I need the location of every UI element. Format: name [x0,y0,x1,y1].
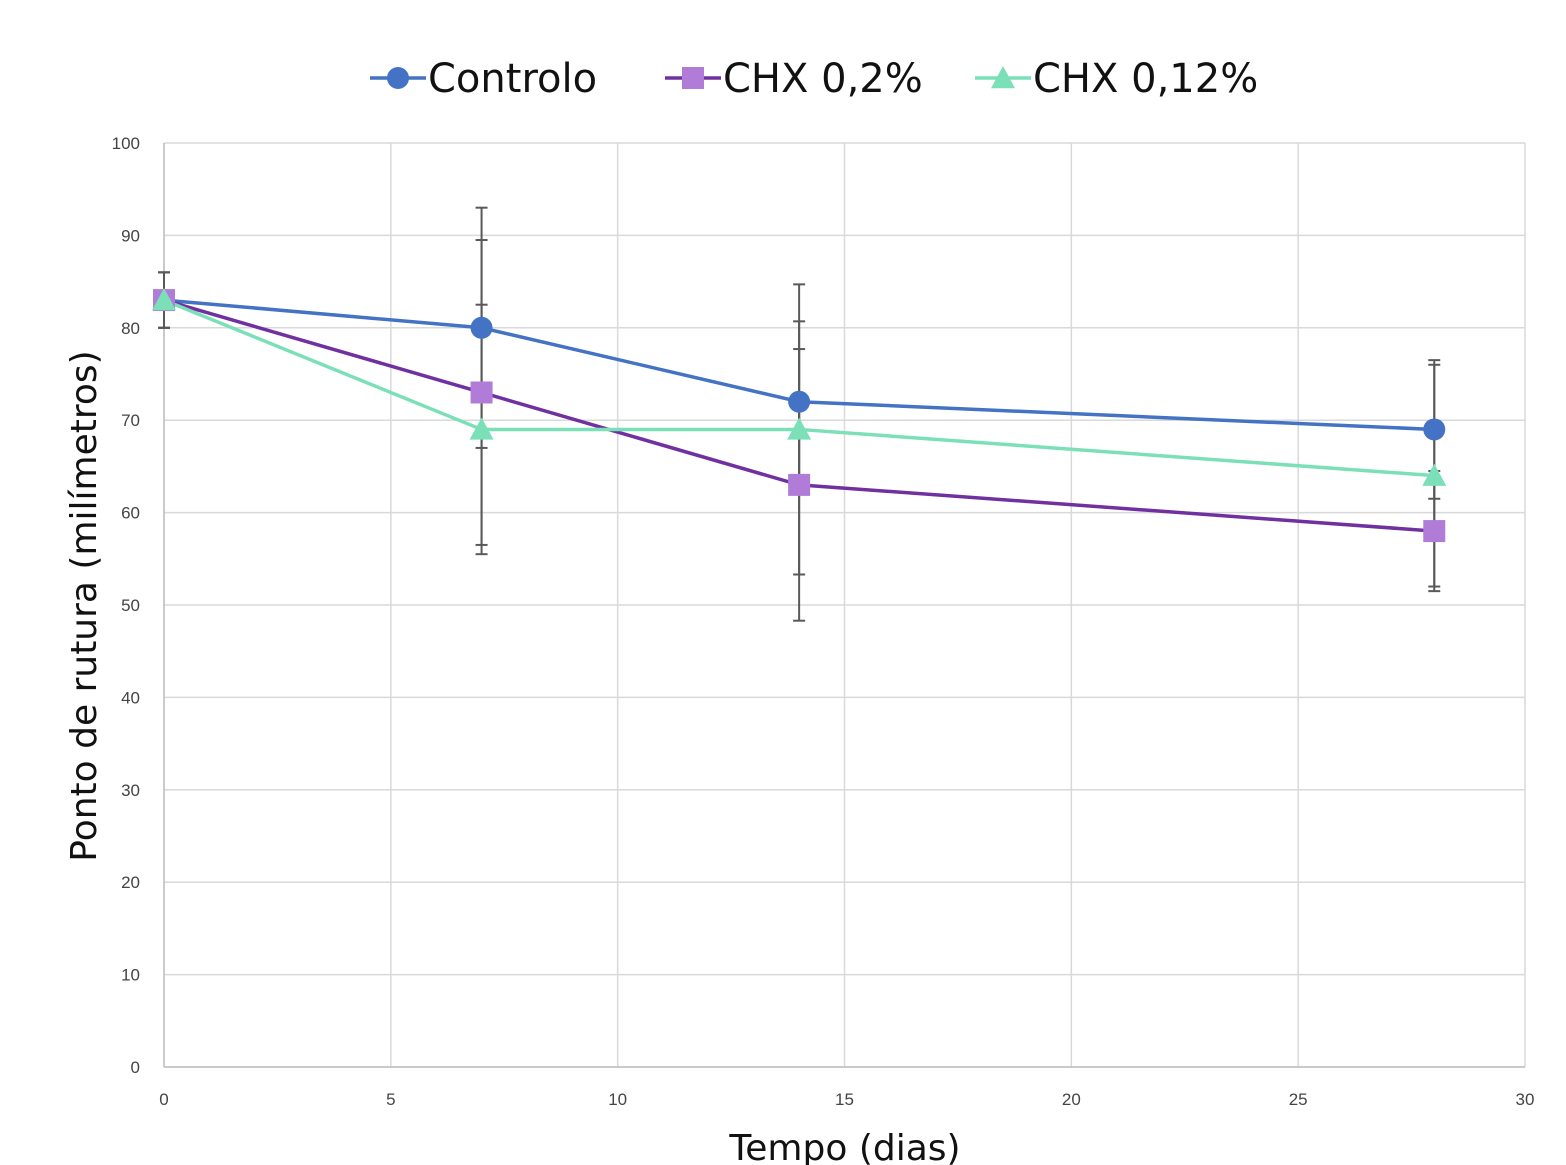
x-tick-label: 20 [1062,1090,1081,1109]
x-tick-label: 30 [1516,1090,1535,1109]
data-point [788,390,811,413]
tick-labels: 0 10 20 30 40 50 60 70 80 90 100 0 5 10 15 20 25 30 [112,134,1535,1109]
data-point [152,288,176,311]
y-tick-label: 20 [121,873,140,892]
legend-marker [991,66,1015,89]
series-line-1 [163,298,1435,533]
x-tick-label: 25 [1289,1090,1308,1109]
data-point [470,316,493,339]
y-tick-label: 70 [121,411,140,430]
legend-label: CHX 0,12% [1033,56,1258,102]
x-tick-label: 0 [159,1090,168,1109]
data-point [1422,463,1447,486]
y-tick-label: 100 [112,134,140,153]
x-tick-label: 5 [386,1090,395,1109]
y-tick-label: 80 [121,319,140,338]
y-tick-label: 40 [121,688,140,707]
data-point [787,417,812,440]
y-tick-label: 10 [121,966,140,985]
y-tick-label: 50 [121,596,140,615]
series-line-0 [163,298,1435,432]
data-point [1423,520,1446,543]
gridlines [163,142,1526,1068]
x-tick-label: 15 [835,1090,854,1109]
error-bars [158,206,1441,622]
y-tick-label: 0 [131,1058,140,1077]
legend: Controlo CHX 0,2% CHX 0,12% [370,56,1258,102]
data-point [1423,418,1446,441]
x-axis-title: Tempo (dias) [728,1128,960,1165]
series-lines [163,298,1435,533]
legend-label: CHX 0,2% [723,56,923,102]
y-tick-label: 90 [121,226,140,245]
data-point [788,473,811,496]
legend-label: Controlo [428,56,597,102]
y-tick-label: 60 [121,504,140,523]
legend-marker [682,67,704,89]
data-point [469,417,494,440]
y-tick-label: 30 [121,781,140,800]
x-tick-label: 10 [608,1090,627,1109]
legend-marker [387,67,409,89]
data-point [470,381,493,404]
y-axis-title: Ponto de rutura (milímetros) [64,350,105,861]
series-line-2 [163,298,1435,478]
series-markers [152,288,1447,543]
